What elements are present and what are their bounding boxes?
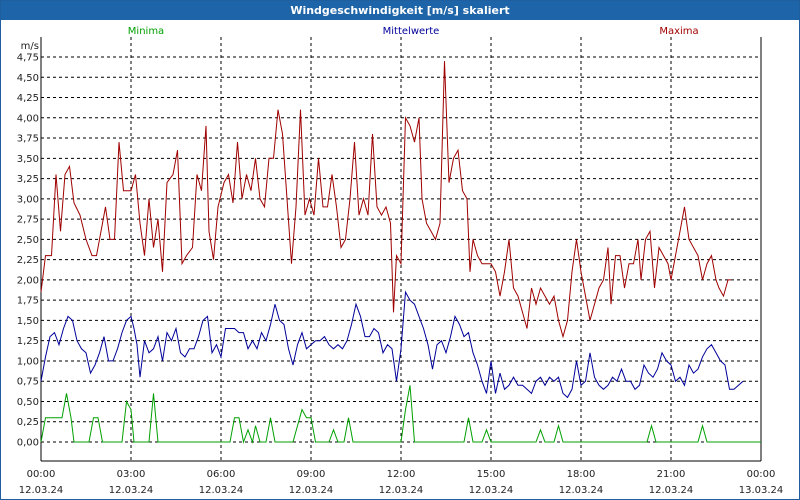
y-tick-label: 3,50 [17, 154, 39, 165]
series-lines [40, 61, 761, 444]
y-tick-label: 2,00 [17, 275, 39, 286]
y-tick-label: 3,00 [17, 194, 39, 205]
x-tick-time: 15:00 [477, 469, 506, 480]
legend: Maxima Mittelwerte Minima [128, 26, 699, 37]
x-tick-date: 12.03.24 [649, 485, 694, 496]
y-tick-label: 2,25 [17, 255, 39, 266]
legend-item-maxima: Maxima [659, 26, 698, 37]
series-line-maxima [40, 61, 731, 339]
x-tick-date: 12.03.24 [559, 485, 604, 496]
y-tick-label: 0,25 [17, 417, 39, 428]
wind-speed-chart: 0,00 0,25 0,50 0,75 1,00 1,25 1,50 1,75 2,00 2,25… [17, 26, 784, 496]
axes [40, 37, 762, 462]
x-tick-date: 12.03.24 [109, 485, 154, 496]
y-tick-label: 1,50 [17, 316, 39, 327]
y-tick-label: 1,25 [17, 336, 39, 347]
y-axis-labels: 0,00 0,25 0,50 0,75 1,00 1,25 1,50 1,75 2,00 2,25… [17, 41, 39, 449]
y-tick-label: 4,50 [17, 73, 39, 84]
legend-item-minima: Minima [128, 26, 164, 37]
x-tick-date: 12.03.24 [199, 485, 244, 496]
y-tick-label: 3,25 [17, 174, 39, 185]
x-tick-date: 12.03.24 [379, 485, 424, 496]
x-tick-date: 13.03.24 [739, 485, 784, 496]
x-tick-time: 18:00 [567, 469, 596, 480]
y-tick-label: 1,75 [17, 296, 39, 307]
series-line-minima [40, 385, 761, 444]
y-tick-label: 4,00 [17, 113, 39, 124]
y-tick-label: 4,25 [17, 93, 39, 104]
x-tick-time: 00:00 [747, 469, 776, 480]
x-tick-date: 12.03.24 [19, 485, 64, 496]
x-tick-time: 03:00 [117, 469, 146, 480]
x-tick-time: 21:00 [657, 469, 686, 480]
y-axis-unit: m/s [21, 41, 39, 52]
x-tick-time: 06:00 [207, 469, 236, 480]
y-tick-label: 0,75 [17, 377, 39, 388]
y-tick-label: 0,50 [17, 397, 39, 408]
x-tick-date: 12.03.24 [469, 485, 514, 496]
y-tick-label: 1,00 [17, 356, 39, 367]
legend-item-mittelwerte: Mittelwerte [383, 26, 440, 37]
y-tick-label: 4,75 [17, 53, 39, 64]
y-tick-label: 2,75 [17, 215, 39, 226]
window-title: Windgeschwindigkeit [m/s] skaliert [1, 1, 799, 20]
x-tick-time: 09:00 [297, 469, 326, 480]
grid [41, 37, 761, 461]
y-tick-label: 0,00 [17, 438, 39, 449]
x-axis-labels: 00:00 12.03.24 03:00 12.03.24 06:00 12.03.24 0… [19, 469, 784, 496]
series-line-mittelwerte [40, 290, 744, 399]
y-tick-label: 2,50 [17, 235, 39, 246]
x-tick-date: 12.03.24 [289, 485, 334, 496]
x-tick-time: 00:00 [27, 469, 56, 480]
x-tick-time: 12:00 [387, 469, 416, 480]
y-tick-label: 3,75 [17, 134, 39, 145]
